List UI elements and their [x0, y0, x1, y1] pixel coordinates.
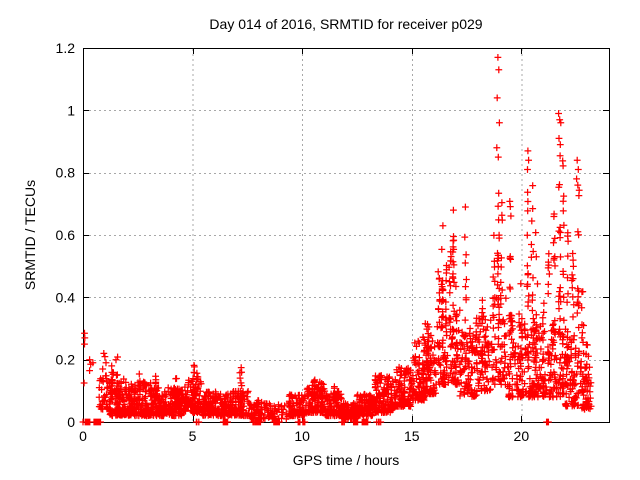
y-tick-label: 0 [67, 414, 75, 430]
x-tick-label: 10 [294, 428, 310, 444]
y-tick-label: 0.4 [56, 289, 76, 305]
tick-labels: 0 5 10 15 20 0 0.2 0.4 0.6 0.8 1 1.2 [56, 40, 530, 444]
x-axis-label: GPS time / hours [292, 452, 400, 468]
y-tick-label: 0.6 [56, 227, 76, 243]
gridlines [84, 49, 608, 421]
y-tick-label: 0.8 [56, 165, 76, 181]
y-tick-label: 1.2 [56, 40, 76, 56]
x-tick-label: 0 [79, 428, 87, 444]
y-tick-label: 0.2 [56, 352, 76, 368]
scatter-points [79, 54, 595, 426]
x-tick-label: 5 [189, 428, 197, 444]
y-tick-label: 1 [67, 102, 75, 118]
x-tick-label: 20 [514, 428, 530, 444]
chart-title: Day 014 of 2016, SRMTID for receiver p02… [209, 16, 483, 32]
x-tick-label: 15 [404, 428, 420, 444]
